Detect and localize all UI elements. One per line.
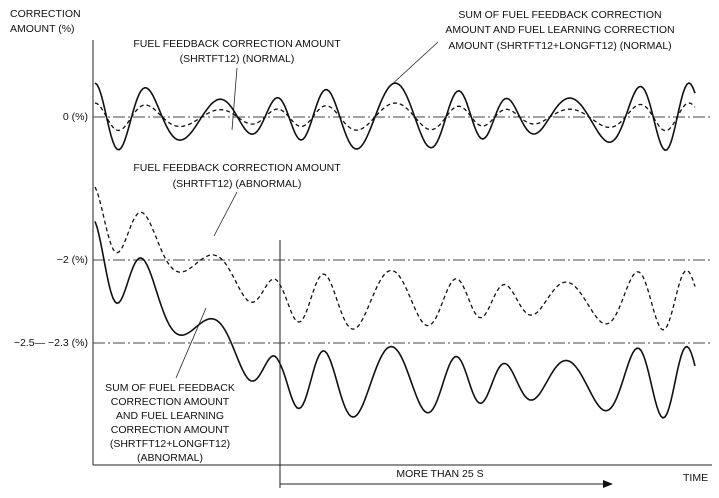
- leader-line: [231, 67, 238, 131]
- x-axis-label: TIME: [683, 472, 708, 484]
- waveform: [94, 82, 696, 152]
- annotation: CORRECTION AMOUNT: [111, 396, 230, 408]
- axis-label: AMOUNT (%): [10, 23, 75, 35]
- annotation: AMOUNT AND FUEL LEARNING CORRECTION: [445, 24, 674, 36]
- leader-line: [387, 41, 439, 89]
- annotation: AMOUNT (SHRTFT12+LONGFT12) (NORMAL): [448, 40, 671, 52]
- axis-label: CORRECTION: [10, 8, 81, 20]
- annotation: CORRECTION AMOUNT: [111, 424, 230, 436]
- annotation: (SHRTFT12) (NORMAL): [180, 53, 295, 65]
- waveform: [94, 221, 696, 419]
- annotation: (SHRTFT12) (ABNORMAL): [173, 178, 302, 190]
- level-label: −2 (%): [57, 254, 88, 266]
- level-label: −2.5— −2.3 (%): [14, 337, 88, 349]
- annotation: AND FUEL LEARNING: [116, 410, 224, 422]
- waveform: [94, 186, 696, 331]
- level-label: 0 (%): [63, 111, 88, 123]
- annotation: (ABNORMAL): [137, 452, 203, 464]
- leader-line: [175, 307, 207, 379]
- annotation: FUEL FEEDBACK CORRECTION AMOUNT: [133, 162, 341, 174]
- annotation: (SHRTFT12+LONGFT12): [110, 438, 230, 450]
- duration-label: MORE THAN 25 S: [396, 468, 483, 480]
- waveform: [94, 102, 696, 132]
- annotation: SUM OF FUEL FEEDBACK: [105, 382, 235, 394]
- leader-line: [213, 191, 238, 237]
- annotation: FUEL FEEDBACK CORRECTION AMOUNT: [133, 38, 341, 50]
- annotation: SUM OF FUEL FEEDBACK CORRECTION: [458, 9, 661, 21]
